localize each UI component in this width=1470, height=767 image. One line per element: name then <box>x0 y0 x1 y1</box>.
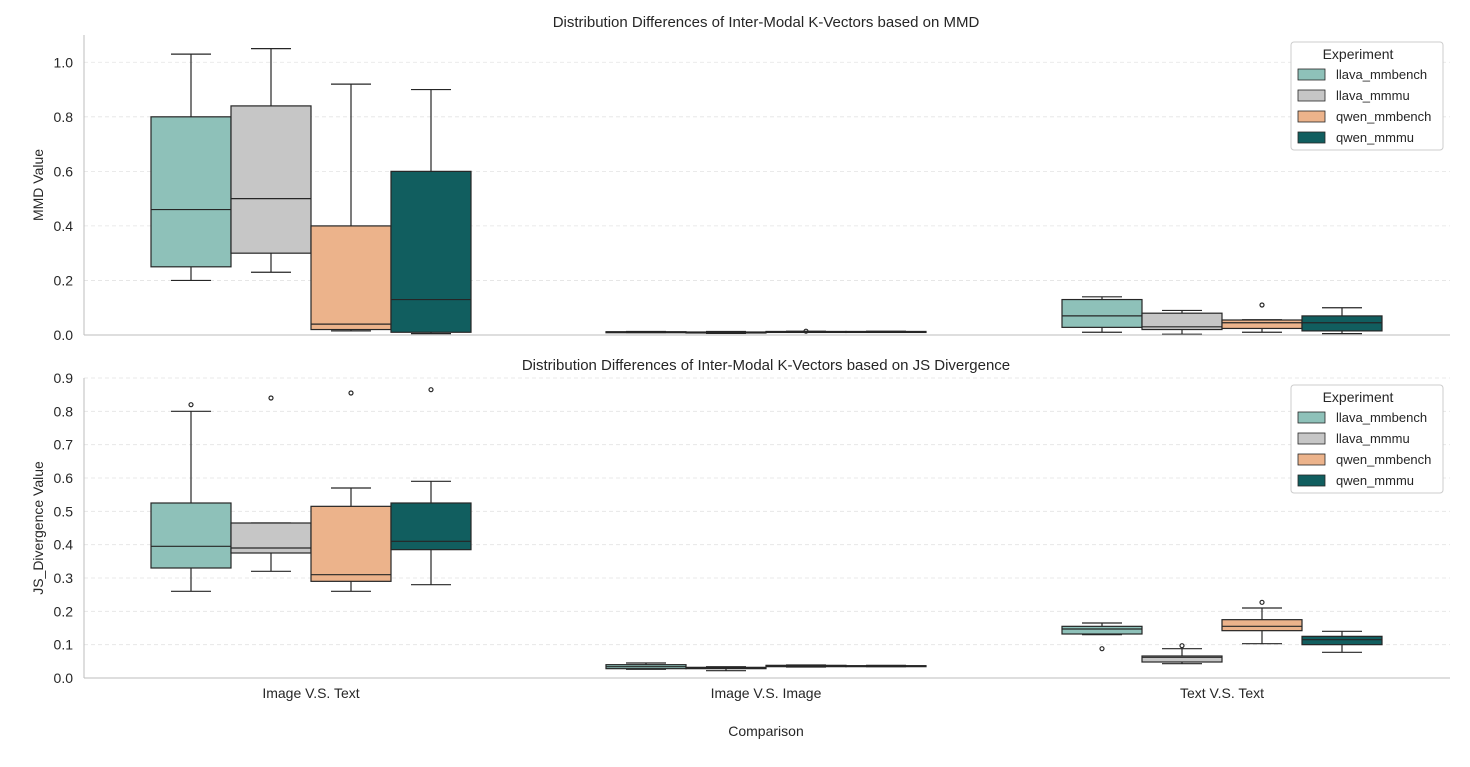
js-box-llava-mmmu-text-v-s-text <box>1141 643 1223 665</box>
iqr-box <box>390 502 472 551</box>
js-y-tick-label: 0.9 <box>54 370 74 386</box>
js-box-llava-mmmu-image-v-s-image <box>685 666 767 672</box>
js-box-qwen-mmmu-image-v-s-text <box>390 387 472 586</box>
js-box-llava-mmmu-image-v-s-text <box>230 395 312 572</box>
js-legend-label-llava-mmbench: llava_mmbench <box>1336 410 1427 425</box>
mmd-legend-swatch-llava-mmbench <box>1297 68 1326 81</box>
outlier-point <box>1259 302 1265 308</box>
iqr-box <box>1301 635 1383 646</box>
outlier-point <box>1179 643 1185 649</box>
outlier-point <box>428 387 434 393</box>
mmd-legend-label-qwen-mmbench: qwen_mmbench <box>1336 109 1431 124</box>
js-box-qwen-mmbench-text-v-s-text <box>1221 599 1303 645</box>
js-legend-swatch-llava-mmbench <box>1297 411 1326 424</box>
iqr-box <box>1221 319 1303 330</box>
outlier-point <box>188 402 194 408</box>
js-legend-label-qwen-mmmu: qwen_mmmu <box>1336 473 1414 488</box>
mmd-legend-title: Experiment <box>1323 46 1394 62</box>
iqr-box <box>310 225 392 331</box>
js-legend-title: Experiment <box>1323 389 1394 405</box>
mmd-legend-label-llava-mmmu: llava_mmmu <box>1336 88 1410 103</box>
js-y-tick-label: 0.1 <box>54 637 74 653</box>
iqr-box <box>1141 655 1223 663</box>
js-y-tick-label: 0.6 <box>54 470 74 486</box>
mmd-box-qwen-mmmu-image-v-s-image <box>845 330 927 334</box>
js-legend-swatch-llava-mmmu <box>1297 432 1326 445</box>
mmd-y-tick-label: 0.2 <box>54 272 74 288</box>
x-tick-label-image-vs-image: Image V.S. Image <box>711 685 822 701</box>
mmd-y-tick-label: 0.0 <box>54 327 74 343</box>
js-legend-label-qwen-mmbench: qwen_mmbench <box>1336 452 1431 467</box>
iqr-box <box>150 116 232 268</box>
mmd-box-qwen-mmbench-image-v-s-text <box>310 83 392 332</box>
iqr-box <box>150 502 232 569</box>
mmd-legend-label-llava-mmbench: llava_mmbench <box>1336 67 1427 82</box>
js-y-tick-label: 0.0 <box>54 670 74 686</box>
js-y-tick-label: 0.8 <box>54 403 74 419</box>
outlier-point <box>348 390 354 396</box>
outlier-point <box>803 328 809 334</box>
js-legend-label-llava-mmmu: llava_mmmu <box>1336 431 1410 446</box>
mmd-box-llava-mmmu-image-v-s-text <box>230 48 312 273</box>
js-y-tick-label: 0.5 <box>54 503 74 519</box>
js-box-qwen-mmmu-text-v-s-text <box>1301 630 1383 653</box>
outlier-point <box>1099 646 1105 652</box>
x-axis-label: Comparison <box>728 723 803 739</box>
outlier-point <box>1259 599 1265 605</box>
iqr-box <box>310 505 392 582</box>
iqr-box <box>230 105 312 254</box>
js-legend-frame <box>1290 384 1444 494</box>
js-y-tick-label: 0.7 <box>54 437 74 453</box>
mmd-box-qwen-mmbench-text-v-s-text <box>1221 302 1303 333</box>
js-y-tick-label: 0.2 <box>54 603 74 619</box>
mmd-y-tick-label: 0.8 <box>54 109 74 125</box>
mmd-y-tick-label: 0.6 <box>54 163 74 179</box>
mmd-box-llava-mmmu-text-v-s-text <box>1141 309 1223 335</box>
js-box-qwen-mmmu-image-v-s-image <box>845 664 927 668</box>
mmd-legend-swatch-qwen-mmmu <box>1297 131 1326 144</box>
js-y-axis-label: JS_Divergence Value <box>30 461 46 595</box>
mmd-legend-label-qwen-mmmu: qwen_mmmu <box>1336 130 1414 145</box>
mmd-y-tick-label: 0.4 <box>54 218 74 234</box>
js-box-llava-mmbench-image-v-s-text <box>150 402 232 592</box>
js-legend-swatch-qwen-mmmu <box>1297 474 1326 487</box>
js-y-tick-label: 0.4 <box>54 537 74 553</box>
mmd-box-qwen-mmmu-image-v-s-text <box>390 88 472 335</box>
js-legend: Experiment llava_mmbench llava_mmmu qwen… <box>1290 384 1444 494</box>
js-panel: Distribution Differences of Inter-Modal … <box>30 357 1450 686</box>
mmd-box-llava-mmbench-image-v-s-image <box>605 330 687 334</box>
iqr-box <box>1301 315 1383 332</box>
js-box-qwen-mmbench-image-v-s-text <box>310 390 392 592</box>
iqr-box <box>1061 625 1143 635</box>
x-tick-label-text-vs-text: Text V.S. Text <box>1180 685 1264 701</box>
mmd-box-qwen-mmmu-text-v-s-text <box>1301 307 1383 335</box>
mmd-legend-frame <box>1290 41 1444 151</box>
iqr-box <box>1221 619 1303 632</box>
js-box-qwen-mmbench-image-v-s-image <box>765 664 847 668</box>
mmd-box-qwen-mmbench-image-v-s-image <box>765 328 847 334</box>
iqr-box <box>1061 298 1143 328</box>
mmd-legend-swatch-llava-mmmu <box>1297 89 1326 102</box>
mmd-y-axis-label: MMD Value <box>30 149 46 221</box>
mmd-box-llava-mmmu-image-v-s-image <box>685 330 767 334</box>
js-legend-swatch-qwen-mmbench <box>1297 453 1326 466</box>
mmd-legend: Experiment llava_mmbench llava_mmmu qwen… <box>1290 41 1444 151</box>
js-box-llava-mmbench-image-v-s-image <box>605 662 687 670</box>
x-tick-label-image-vs-text: Image V.S. Text <box>262 685 359 701</box>
mmd-box-llava-mmbench-text-v-s-text <box>1061 296 1143 333</box>
mmd-y-tick-label: 1.0 <box>54 54 74 70</box>
mmd-panel: Distribution Differences of Inter-Modal … <box>30 14 1450 343</box>
iqr-box <box>390 170 472 333</box>
js-chart-title: Distribution Differences of Inter-Modal … <box>522 357 1010 374</box>
mmd-legend-swatch-qwen-mmbench <box>1297 110 1326 123</box>
outlier-point <box>268 395 274 401</box>
mmd-chart-title: Distribution Differences of Inter-Modal … <box>553 14 980 31</box>
js-y-tick-label: 0.3 <box>54 570 74 586</box>
js-box-llava-mmbench-text-v-s-text <box>1061 622 1143 652</box>
mmd-box-llava-mmbench-image-v-s-text <box>150 53 232 282</box>
